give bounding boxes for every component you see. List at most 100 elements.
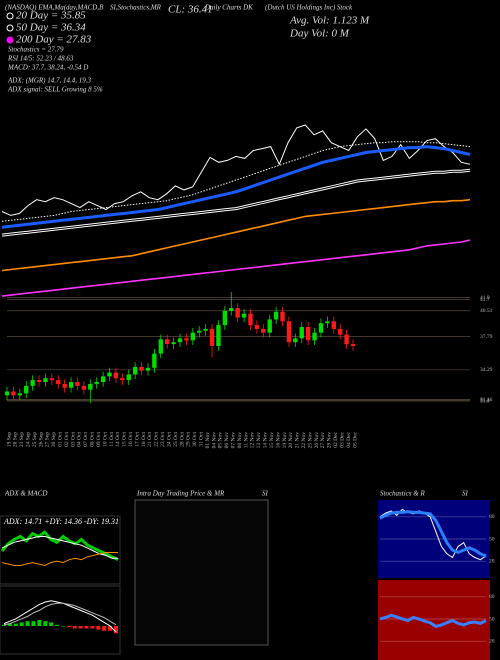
intraday-box xyxy=(134,499,269,646)
x-tick-label: 30 Sep xyxy=(51,432,57,447)
panel-title: Intra Day Trading Price & MR xyxy=(136,490,225,498)
candle-body xyxy=(56,380,61,384)
x-tick-label: 14 Nov xyxy=(263,432,269,449)
x-tick-label: 23 Sep xyxy=(19,432,25,447)
line-series xyxy=(3,602,117,626)
x-tick-label: 05 Dec xyxy=(352,431,358,447)
y-tick-label: 41.7 xyxy=(480,297,490,303)
y-tick-label: 31.0 xyxy=(480,398,490,404)
candle-body xyxy=(273,311,279,320)
x-tick-label: 25 Oct xyxy=(173,432,179,447)
y-tick-label: 20 xyxy=(489,558,495,564)
candle-body xyxy=(145,367,151,371)
candle-body xyxy=(152,353,157,368)
y-tick-label: 40.51 xyxy=(480,308,493,314)
x-tick-label: 08 Oct xyxy=(90,432,96,447)
histogram-bar xyxy=(13,623,18,626)
line-series xyxy=(1,141,471,222)
candle-body xyxy=(164,339,170,345)
histogram-bar xyxy=(55,624,60,626)
candle-body xyxy=(325,321,330,324)
legend-swatch xyxy=(6,24,14,32)
x-tick-label: 16 Oct xyxy=(128,432,134,447)
x-tick-label: 06 Nov xyxy=(224,432,230,449)
candle-body xyxy=(36,380,42,383)
x-tick-label: 11 Nov xyxy=(243,432,249,448)
panel-background xyxy=(378,580,490,660)
y-tick-label: 50 xyxy=(489,536,495,542)
line-series xyxy=(379,508,487,561)
x-tick-label: 21 Oct xyxy=(147,432,153,447)
histogram-bar xyxy=(90,626,95,629)
legend-swatch xyxy=(6,12,14,20)
candle-body xyxy=(68,382,74,388)
line-series xyxy=(1,536,118,559)
line-series xyxy=(1,124,471,216)
candle-body xyxy=(126,374,131,381)
y-tick-label: 31.1 xyxy=(480,397,490,403)
candle-body xyxy=(344,334,349,345)
candle-body xyxy=(248,313,253,326)
legend-swatch xyxy=(6,36,14,44)
x-tick-label: 04 Dec xyxy=(346,431,352,447)
histogram-bar xyxy=(108,626,113,631)
candle-body xyxy=(235,308,240,318)
x-tick-label: 26 Sep xyxy=(38,432,44,447)
header-text: (Dutch US Holdings Inc) Stock xyxy=(265,4,353,12)
histogram-bar xyxy=(2,624,6,626)
candle-body xyxy=(184,338,189,341)
header-text: Daily Charts DK xyxy=(204,4,253,12)
x-tick-label: 29 Oct xyxy=(186,432,192,447)
x-tick-label: 29 Nov xyxy=(327,432,333,449)
x-tick-label: 07 Oct xyxy=(83,432,89,447)
y-tick-label: 20 xyxy=(489,638,495,644)
annotation: Stochastics = 27.79 xyxy=(8,46,64,54)
candle-body xyxy=(305,327,311,341)
x-tick-label: 24 Sep xyxy=(25,432,31,447)
candle-body xyxy=(81,385,87,390)
annotation: ADX signal: SELL Growing 8 5% xyxy=(7,86,103,94)
candle-body xyxy=(177,338,183,343)
header-text: Avg. Vol: 1.123 M xyxy=(289,15,370,27)
x-tick-label: 15 Nov xyxy=(269,432,275,449)
x-tick-label: 23 Oct xyxy=(160,432,166,447)
header-text: (NASDAQ) EMA,Ma(day,MACD,B xyxy=(5,4,104,12)
histogram-bar xyxy=(78,626,83,629)
x-tick-label: 30 Oct xyxy=(192,432,198,447)
x-tick-label: 13 Nov xyxy=(256,432,262,449)
y-tick-label: 34.29 xyxy=(480,367,493,373)
x-tick-label: 04 Oct xyxy=(77,432,83,447)
line-series xyxy=(379,510,487,558)
histogram-bar xyxy=(25,621,30,626)
candle-body xyxy=(30,380,35,386)
candle-body xyxy=(100,376,106,383)
header-text: CL: 36.41 xyxy=(168,4,213,16)
histogram-bar xyxy=(84,626,89,629)
histogram-bar xyxy=(114,626,118,634)
x-tick-label: 18 Nov xyxy=(275,432,281,449)
candle-body xyxy=(331,321,336,329)
candle-body xyxy=(107,372,112,377)
candle-body xyxy=(203,328,208,331)
x-tick-label: 03 Dec xyxy=(339,431,345,447)
y-tick-label: 37.79 xyxy=(480,334,493,340)
histogram-bar xyxy=(66,626,71,628)
candle-body xyxy=(267,319,272,333)
annotation: RSI 14/5: 52.23 / 48.63 xyxy=(7,55,74,63)
line-series xyxy=(1,239,471,297)
candle-body xyxy=(216,325,221,346)
x-tick-label: 19 Sep xyxy=(6,432,12,447)
candle-body xyxy=(318,323,324,333)
line-series xyxy=(1,552,118,567)
x-tick-label: 21 Nov xyxy=(295,432,301,449)
x-tick-label: 19 Nov xyxy=(282,432,288,449)
y-tick-label: 50 xyxy=(489,616,495,622)
x-tick-label: 01 Nov xyxy=(205,432,211,449)
histogram-bar xyxy=(19,622,24,626)
x-tick-label: 02 Dec xyxy=(333,431,339,447)
line-series xyxy=(379,613,487,629)
x-tick-label: 02 Oct xyxy=(64,432,70,447)
y-tick-label: 80 xyxy=(489,594,495,600)
y-tick-label: 80 xyxy=(489,514,495,520)
